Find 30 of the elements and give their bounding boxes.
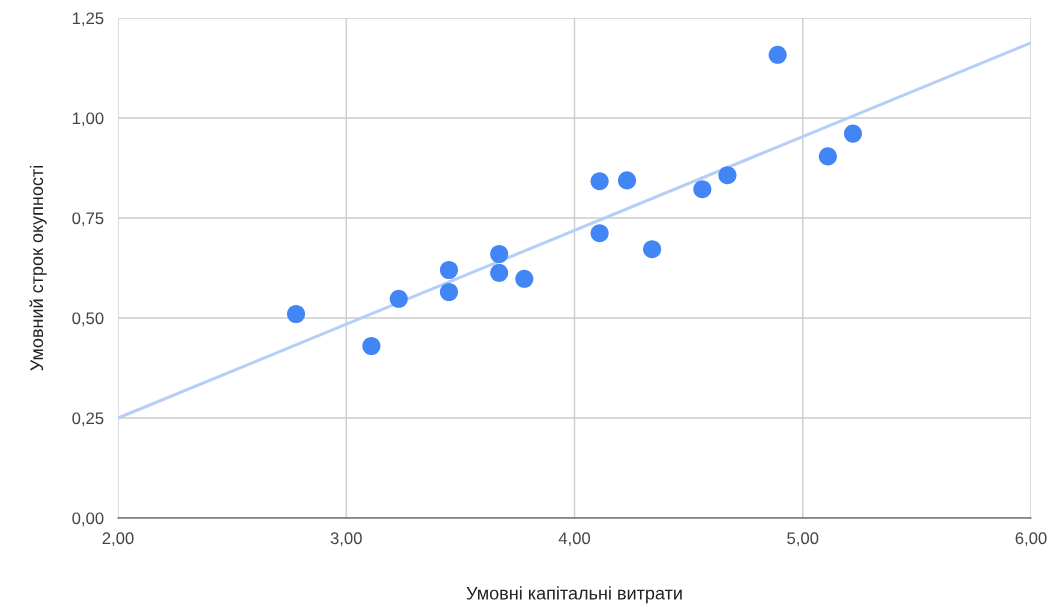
y-tick-label: 1,25 [72,12,104,27]
point [590,224,609,243]
point [843,124,863,143]
point [490,244,509,264]
y-tick-label: 0,50 [72,312,104,327]
point [362,336,381,356]
point [818,147,837,166]
x-tick-label: 4,00 [558,532,591,547]
point [515,269,534,288]
y-tick-label: 1,00 [72,112,104,127]
y-axis-title: Умовний строк окупності [29,166,47,371]
point [768,45,787,64]
x-tick-label: 2,00 [102,532,134,547]
y-tick-label: 0,75 [72,212,104,227]
y-tick-label: 0,25 [72,412,104,427]
point [286,304,306,324]
point [439,260,459,280]
point [389,289,408,308]
point [590,172,609,191]
point [490,263,509,282]
point [439,282,459,302]
point [693,180,712,199]
point [718,166,737,185]
x-tick-label: 3,00 [330,532,362,547]
x-axis-title: Умовні капітальні витрати [466,586,682,604]
x-tick-label: 5,00 [787,532,819,547]
point [643,240,662,259]
y-tick-label: 0,00 [72,512,104,527]
x-tick-label: 6,00 [1015,532,1047,547]
point [617,171,637,190]
